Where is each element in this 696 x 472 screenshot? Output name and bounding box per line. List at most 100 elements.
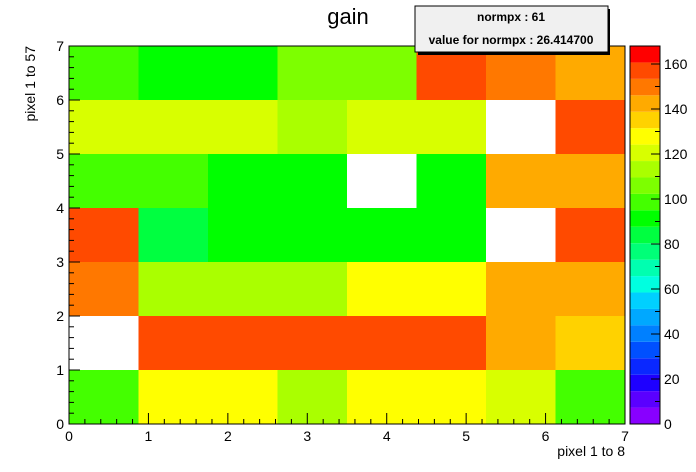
heatmap-cell: [69, 46, 139, 100]
heatmap-cell: [69, 100, 139, 154]
heatmap-cell: [208, 316, 278, 370]
heatmap-cell: [416, 262, 486, 316]
chart-title: gain: [327, 4, 369, 29]
heatmap-cell: [416, 316, 486, 370]
heatmap-cell: [208, 154, 278, 208]
x-tick-label: 2: [224, 428, 232, 444]
heatmap-cell: [277, 208, 347, 262]
color-scale-tick-label: 60: [664, 281, 680, 297]
color-scale-swatch: [630, 210, 660, 227]
heatmap-cell: [486, 262, 556, 316]
x-tick-label: 6: [542, 428, 550, 444]
color-scale-tick-label: 120: [664, 146, 688, 162]
stats-box-panel: [414, 5, 609, 53]
heatmap-cell: [347, 370, 417, 424]
x-axis: 0 1 2 3 4 5 6 7: [65, 413, 629, 444]
color-scale-tick-label: 40: [664, 326, 680, 342]
heatmap-cell: [277, 262, 347, 316]
color-scale-swatch: [630, 341, 660, 359]
color-scale-swatch: [630, 407, 660, 424]
color-scale-swatch: [630, 111, 660, 129]
color-scale-axis: 0 20 40 60 80 100 120 140 160: [651, 56, 688, 432]
heatmap-cell: [138, 208, 208, 262]
color-scale-bar: [629, 45, 661, 425]
x-tick-label: 4: [383, 428, 391, 444]
y-tick-label: 2: [56, 308, 64, 324]
x-axis-title: pixel 1 to 8: [557, 443, 625, 459]
y-tick-label: 6: [56, 92, 64, 108]
x-tick-label: 7: [621, 428, 629, 444]
heatmap-cell: [138, 370, 208, 424]
stats-box: normpx : 61 value for normpx : 26.414700: [414, 5, 610, 55]
color-scale-swatch: [630, 358, 660, 375]
color-scale-swatch: [630, 259, 660, 277]
heatmap-cell: [208, 262, 278, 316]
color-scale-swatch: [630, 128, 660, 145]
heatmap-cells: [69, 46, 625, 424]
x-tick-label: 0: [65, 428, 73, 444]
heatmap-cell: [277, 46, 347, 100]
color-scale-swatch: [630, 177, 660, 194]
stats-box-line-1: normpx : 61: [477, 10, 545, 24]
x-tick-label: 5: [462, 428, 470, 444]
heatmap-cell: [555, 316, 625, 370]
heatmap-cell: [138, 316, 208, 370]
heatmap-cell: [555, 100, 625, 154]
heatmap-cell: [347, 46, 417, 100]
color-scale-tick-label: 160: [664, 56, 688, 72]
x-tick-label: 1: [145, 428, 153, 444]
heatmap-cell: [555, 370, 625, 424]
color-scale-frame: [629, 45, 661, 425]
heatmap-cell: [555, 208, 625, 262]
color-scale-swatch: [630, 276, 660, 293]
y-tick-label: 5: [56, 146, 64, 162]
heatmap-cell: [69, 154, 139, 208]
y-tick-label: 3: [56, 254, 64, 270]
heatmap-cell: [347, 208, 417, 262]
y-axis-title: pixel 1 to 57: [22, 46, 38, 122]
heatmap-cell: [277, 154, 347, 208]
heatmap-cell: [555, 154, 625, 208]
y-tick-label: 4: [56, 200, 64, 216]
plot-frame: [68, 45, 626, 425]
color-scale-swatch: [630, 95, 660, 112]
heatmap-cell: [138, 46, 208, 100]
color-scale-swatch: [630, 144, 660, 162]
y-tick-label: 7: [56, 38, 64, 54]
heatmap-cell: [486, 370, 556, 424]
heatmap-cell: [277, 370, 347, 424]
heatmap-cell: [277, 316, 347, 370]
color-scale-swatch: [630, 62, 660, 79]
heatmap-cell: [486, 154, 556, 208]
color-scale-tick-label: 20: [664, 371, 680, 387]
color-scale-swatch: [630, 46, 660, 63]
x-tick-label: 3: [303, 428, 311, 444]
heatmap-cell: [416, 100, 486, 154]
color-scale-swatch: [630, 161, 660, 178]
stats-box-line-2: value for normpx : 26.414700: [429, 33, 594, 47]
heatmap-cell: [69, 208, 139, 262]
color-scale-swatch: [630, 374, 660, 392]
heatmap-cell: [138, 100, 208, 154]
heatmap-cell: [416, 208, 486, 262]
heatmap-cell: [416, 154, 486, 208]
heatmap-cell: [208, 370, 278, 424]
heatmap-cell: [347, 316, 417, 370]
heatmap-cell: [555, 262, 625, 316]
heatmap-cell: [208, 208, 278, 262]
color-scale-tick-label: 0: [664, 416, 672, 432]
color-scale-swatch: [630, 78, 660, 96]
color-scale-swatch: [630, 243, 660, 260]
color-scale-tick-label: 80: [664, 236, 680, 252]
heatmap-cell: [138, 262, 208, 316]
color-scale-swatch: [630, 308, 660, 326]
heatmap-cell: [416, 370, 486, 424]
color-scale-swatch: [630, 325, 660, 342]
color-scale-tick-label: 100: [664, 191, 688, 207]
y-tick-label: 1: [56, 362, 64, 378]
color-scale-swatch: [630, 226, 660, 244]
color-scale-swatch: [630, 193, 660, 211]
y-tick-label: 0: [56, 416, 64, 432]
color-scale-tick-label: 140: [664, 101, 688, 117]
